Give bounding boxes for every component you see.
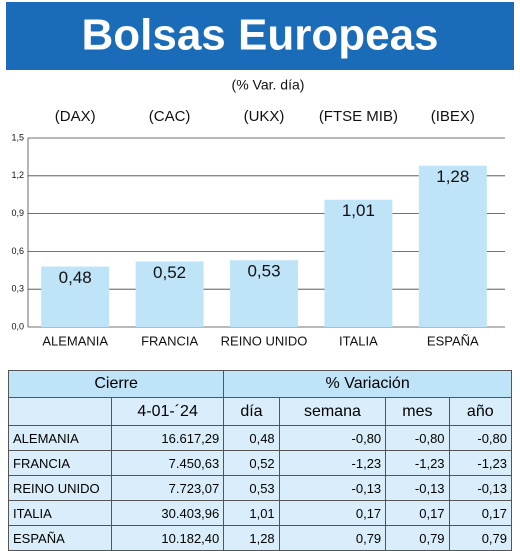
bar: [230, 260, 298, 327]
bar: [135, 261, 204, 327]
table-cell: 10.182,40: [110, 525, 225, 551]
table-cell: 0,17: [448, 500, 513, 526]
table-cell: 7.723,07: [110, 475, 225, 501]
bar: [324, 199, 393, 327]
index-label: (CAC): [149, 108, 191, 125]
table-cell: 0,53: [223, 475, 280, 501]
index-label: (IBEX): [431, 108, 475, 125]
table-cell: Cierre: [7, 370, 225, 398]
y-tick-label: 1,2: [11, 170, 24, 180]
y-tick-label: 0,6: [11, 246, 24, 256]
table-cell: -0,80: [448, 425, 513, 451]
value-label: 0,53: [247, 262, 280, 281]
x-tick-label: ITALIA: [339, 333, 378, 348]
table-cell: REINO UNIDO: [8, 475, 112, 501]
table-row: ALEMANIA 16.617,29 0,48 -0,80 -0,80 -0,80: [8, 425, 513, 451]
table-cell: mes: [385, 397, 450, 426]
table-cell: 1,28: [223, 525, 280, 551]
table-row: FRANCIA 7.450,63 0,52 -1,23 -1,23 -1,23: [8, 450, 513, 476]
table-cell: 1,01: [223, 500, 280, 526]
x-tick-label: ESPAÑA: [427, 333, 479, 348]
table-cell: 0,52: [223, 450, 280, 476]
table-cell: 7.450,63: [110, 450, 225, 476]
chart: Bolsas Europeas (% Var. día) 0,0 0,3 0,6 0,…: [6, 2, 514, 348]
bar: [41, 266, 110, 327]
table-cell: 0,79: [448, 525, 513, 551]
value-label: 0,48: [59, 268, 92, 287]
table-cell: -1,23: [448, 450, 513, 476]
index-label: (DAX): [55, 108, 96, 125]
table-cell: FRANCIA: [8, 450, 112, 476]
table-cell: 0,79: [385, 525, 450, 551]
x-tick-label: FRANCIA: [141, 333, 198, 348]
data-table: Cierre% Variación 4-01-´24 día semana mes año…: [7, 370, 513, 551]
table-row: REINO UNIDO 7.723,07 0,53 -0,13 -0,13 -0,13: [8, 475, 513, 501]
table-cell: -1,23: [278, 450, 387, 476]
table-cell: -0,80: [385, 425, 450, 451]
y-tick-label: 0,9: [11, 208, 24, 218]
table-cell: -0,13: [278, 475, 387, 501]
index-label: (UKX): [244, 108, 285, 125]
x-tick-label: ALEMANIA: [42, 333, 108, 348]
table-cell: ESPAÑA: [8, 525, 112, 551]
table-cell: 0,79: [278, 525, 387, 551]
table-cell: año: [448, 397, 513, 426]
bar: [418, 165, 487, 327]
table-row: Cierre% Variación: [7, 370, 512, 398]
table-cell: 16.617,29: [110, 425, 225, 451]
table-cell: ITALIA: [8, 500, 112, 526]
table-cell: 0,48: [223, 425, 280, 451]
y-tick-label: 1,5: [11, 132, 24, 142]
table-cell: 30.403,96: [110, 500, 225, 526]
index-label: (FTSE MIB): [319, 108, 398, 125]
value-label: 1,28: [436, 167, 469, 186]
table-cell: -1,23: [385, 450, 450, 476]
chart-subtitle: (% Var. día): [232, 77, 305, 93]
table-row: 4-01-´24 día semana mes año: [8, 397, 513, 426]
y-tick-label: 0,3: [11, 284, 24, 294]
chart-title: Bolsas Europeas: [81, 11, 438, 60]
y-tick-label: 0,0: [11, 321, 24, 331]
table-row: ITALIA 30.403,96 1,01 0,17 0,17 0,17: [8, 500, 513, 526]
table-cell: ALEMANIA: [8, 425, 112, 451]
table-cell: -0,13: [448, 475, 513, 501]
table-row: ESPAÑA 10.182,40 1,28 0,79 0,79 0,79: [8, 525, 513, 551]
table-cell: 4-01-´24: [110, 397, 225, 426]
table-cell: semana: [278, 397, 387, 426]
table-cell: -0,13: [385, 475, 450, 501]
value-label: 1,01: [342, 201, 375, 220]
table-cell: % Variación: [223, 370, 512, 398]
title-banner: [6, 2, 514, 70]
table-cell: -0,80: [278, 425, 387, 451]
x-tick-label: REINO UNIDO: [221, 333, 308, 348]
table-cell: día: [223, 397, 280, 426]
value-label: 0,52: [153, 263, 186, 282]
empty-cell: [8, 397, 112, 426]
table-cell: 0,17: [385, 500, 450, 526]
table-cell: 0,17: [278, 500, 387, 526]
